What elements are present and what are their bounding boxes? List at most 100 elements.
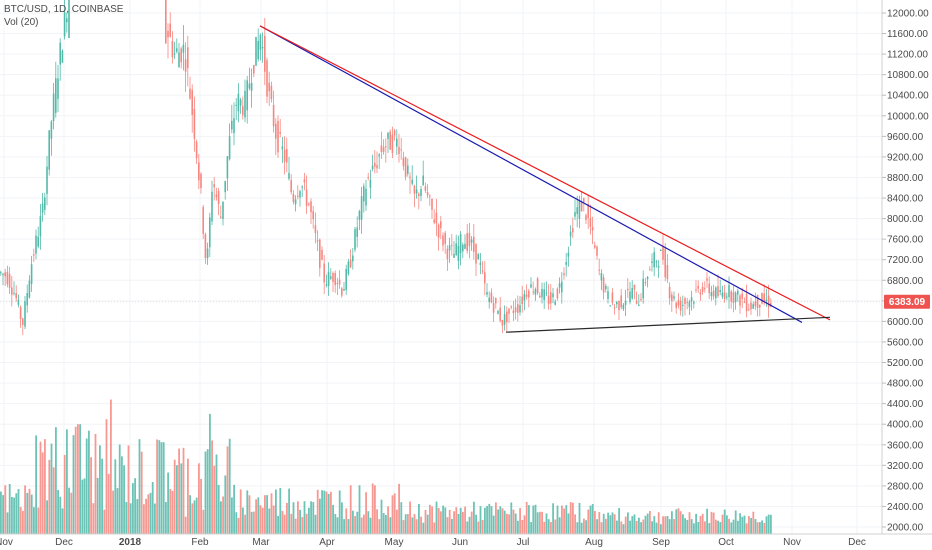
- volume-bar: [28, 488, 31, 534]
- candle-body: [556, 288, 559, 299]
- volume-bar: [734, 510, 737, 534]
- candle-body: [699, 292, 702, 295]
- candle-body: [206, 248, 209, 259]
- volume-bar: [688, 512, 691, 534]
- volume-bar: [349, 485, 352, 534]
- candle-body: [171, 41, 174, 58]
- volume-bar: [635, 520, 638, 534]
- volume-bar: [396, 509, 398, 534]
- candle-body: [459, 234, 462, 254]
- volume-bar: [83, 478, 86, 534]
- candle-body: [684, 298, 686, 305]
- candle-body: [686, 302, 688, 304]
- volume-bar: [398, 483, 400, 534]
- volume-bar: [578, 502, 581, 534]
- candle-body: [613, 307, 616, 309]
- x-tick-label: Dec: [848, 537, 866, 548]
- candle-body: [398, 146, 400, 155]
- candle-body: [710, 292, 713, 297]
- volume-bar: [655, 522, 658, 534]
- candle-body: [358, 211, 361, 220]
- x-tick-label: Jun: [452, 537, 468, 548]
- candle-body: [528, 290, 530, 298]
- candle-body: [360, 196, 363, 220]
- candle-body: [673, 296, 675, 299]
- candle-body: [435, 212, 438, 224]
- candle-body: [664, 248, 666, 278]
- volume-bar: [136, 499, 139, 534]
- volume-bar: [459, 507, 462, 534]
- volume-bar: [145, 498, 147, 534]
- volume-bar: [378, 519, 381, 534]
- volume-bar: [435, 501, 438, 534]
- volume-bar: [206, 449, 209, 534]
- volume-bar: [24, 485, 26, 534]
- candle-body: [173, 53, 176, 55]
- candle-body: [594, 245, 596, 248]
- volume-bar: [545, 513, 548, 534]
- volume-bar: [563, 508, 565, 534]
- candle-body: [332, 272, 334, 282]
- volume-bar: [299, 509, 301, 534]
- volume-bar: [235, 512, 238, 534]
- volume-bar: [325, 491, 328, 534]
- volume-bar: [220, 501, 222, 534]
- volume-bar: [211, 440, 213, 534]
- candle-body: [666, 265, 669, 280]
- x-tick-label: Oct: [718, 537, 734, 548]
- candle-body: [646, 276, 649, 280]
- volume-bar: [162, 442, 165, 534]
- candle-body: [440, 221, 442, 229]
- volume-bar: [279, 488, 282, 534]
- price-tag-background: [884, 294, 930, 309]
- volume-bar: [646, 513, 649, 534]
- volume-bar: [301, 517, 304, 534]
- candle-body: [314, 225, 317, 234]
- volume-bar: [497, 509, 499, 534]
- volume-bar: [759, 522, 761, 534]
- volume-bar: [591, 504, 594, 534]
- volume-bar: [107, 473, 110, 534]
- volume-bar: [305, 513, 308, 534]
- candle-body: [569, 231, 572, 237]
- candle-body: [640, 298, 642, 300]
- volume-bar: [411, 517, 414, 534]
- candle-body: [596, 246, 598, 256]
- y-tick-label: 6000.00: [887, 317, 924, 328]
- volume-bar: [46, 500, 48, 534]
- candle-body: [37, 236, 39, 247]
- candle-body: [561, 281, 563, 293]
- volume-bar: [514, 513, 517, 534]
- volume-bar: [611, 512, 614, 534]
- volume-label[interactable]: Vol (20): [4, 17, 39, 28]
- candle-body: [354, 229, 356, 250]
- candle-body: [552, 293, 554, 298]
- y-tick-label: 6800.00: [887, 276, 924, 287]
- candle-body: [246, 80, 248, 111]
- candle-body: [426, 192, 429, 196]
- volume-bar: [33, 507, 35, 534]
- candle-body: [479, 262, 482, 266]
- candle-body: [543, 289, 545, 300]
- candle-body: [763, 293, 765, 302]
- candle-body: [622, 304, 625, 310]
- volume-bar: [649, 510, 651, 534]
- candle-body: [550, 292, 552, 304]
- volume-bar: [748, 516, 750, 534]
- volume-bar: [528, 505, 530, 534]
- candle-body: [169, 23, 171, 37]
- candle-body: [418, 193, 420, 196]
- volume-bar: [534, 504, 537, 534]
- candle-body: [635, 300, 638, 304]
- symbol-label[interactable]: BTC/USD, 1D, COINBASE: [4, 4, 124, 15]
- volume-bar: [17, 489, 20, 534]
- volume-bar: [147, 494, 150, 534]
- candle-body: [701, 286, 704, 292]
- volume-bar: [666, 516, 669, 534]
- volume-bar: [354, 516, 356, 534]
- volume-bar: [752, 511, 755, 534]
- candle-body: [396, 138, 398, 147]
- volume-bar: [374, 485, 376, 534]
- x-tick-label: 2018: [119, 537, 142, 548]
- volume-bar: [264, 495, 266, 534]
